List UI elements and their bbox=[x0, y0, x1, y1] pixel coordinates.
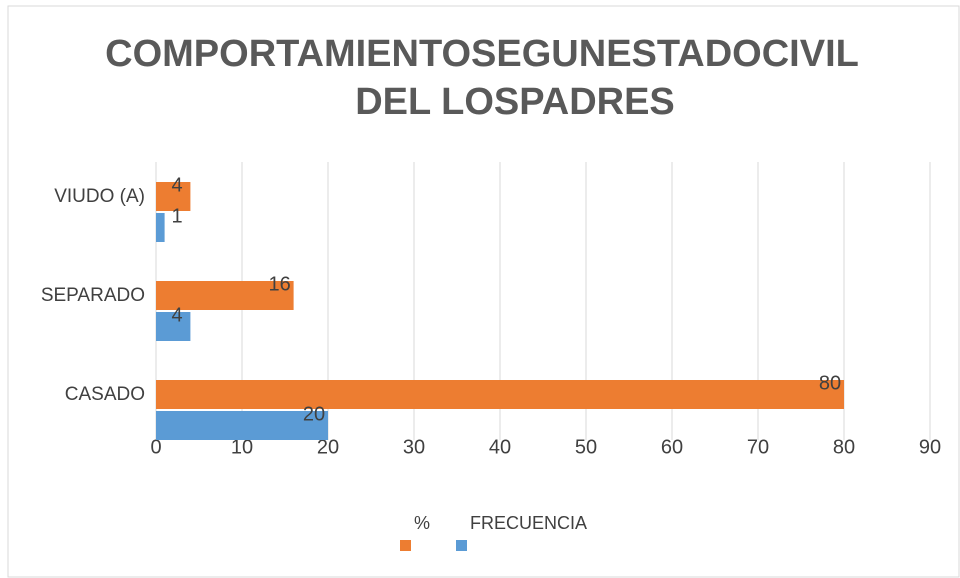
data-label: 16 bbox=[268, 273, 290, 295]
bar bbox=[156, 380, 844, 409]
legend-swatch bbox=[456, 540, 467, 551]
x-tick-label: 80 bbox=[833, 436, 855, 458]
chart-title: DEL LOSPADRES bbox=[355, 81, 675, 123]
x-tick-label: 0 bbox=[150, 436, 161, 458]
x-tick-label: 50 bbox=[575, 436, 597, 458]
y-tick-label: CASADO bbox=[65, 384, 145, 405]
legend-swatch bbox=[400, 540, 411, 551]
y-tick-label: SEPARADO bbox=[41, 285, 145, 306]
x-tick-label: 70 bbox=[747, 436, 769, 458]
x-tick-label: 30 bbox=[403, 436, 425, 458]
bar bbox=[156, 281, 294, 310]
data-label: 20 bbox=[303, 403, 325, 425]
data-label: 80 bbox=[819, 372, 841, 394]
legend-label: % bbox=[414, 513, 430, 533]
bar bbox=[156, 411, 328, 440]
data-label: 4 bbox=[171, 304, 182, 326]
chart-title: COMPORTAMIENTOSEGUNESTADOCIVIL bbox=[105, 33, 859, 75]
data-label: 1 bbox=[171, 205, 182, 227]
y-tick-label: VIUDO (A) bbox=[54, 186, 145, 207]
bar bbox=[156, 213, 165, 242]
x-tick-label: 90 bbox=[919, 436, 941, 458]
bar bbox=[156, 312, 191, 341]
x-tick-label: 60 bbox=[661, 436, 683, 458]
data-label: 4 bbox=[171, 174, 182, 196]
x-tick-label: 10 bbox=[231, 436, 253, 458]
bar bbox=[156, 182, 191, 211]
x-tick-label: 20 bbox=[317, 436, 339, 458]
x-tick-label: 40 bbox=[489, 436, 511, 458]
legend-label: FRECUENCIA bbox=[470, 513, 587, 533]
